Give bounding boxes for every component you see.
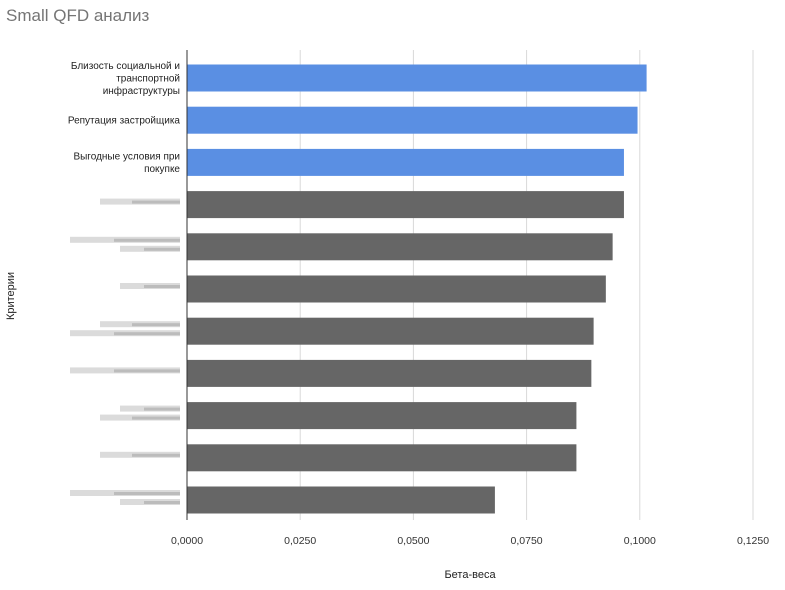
redacted-label xyxy=(100,198,180,205)
bar xyxy=(187,233,613,261)
bars xyxy=(187,64,647,514)
category-labels: Близость социальной и транспортной инфраст… xyxy=(68,61,181,505)
category-label: Репутация застройщика xyxy=(68,116,181,127)
redacted-label xyxy=(100,405,180,421)
bar xyxy=(187,486,495,514)
x-tick-labels: 0,0000 0,0250 0,0500 0,0750 0,1000 0,1250 xyxy=(171,535,769,547)
x-tick-label: 0,1000 xyxy=(624,535,656,547)
bar xyxy=(187,191,624,219)
bar xyxy=(187,275,606,303)
bar xyxy=(187,402,577,430)
redacted-label xyxy=(120,283,180,289)
x-tick-label: 0,1250 xyxy=(737,535,769,547)
bar xyxy=(187,444,577,472)
redacted-label xyxy=(70,367,180,374)
x-tick-label: 0,0750 xyxy=(511,535,543,547)
y-axis-title: Критерии xyxy=(5,272,17,320)
x-axis-title: Бета-веса xyxy=(444,569,496,581)
bar xyxy=(187,148,624,176)
bar xyxy=(187,359,592,387)
category-label: Выгодные условия при покупке xyxy=(73,152,180,176)
redacted-label xyxy=(70,321,180,337)
redacted-label xyxy=(70,490,180,505)
x-tick-label: 0,0250 xyxy=(284,535,316,547)
redacted-label xyxy=(70,236,180,252)
chart-title: Small QFD анализ xyxy=(6,6,150,25)
bar xyxy=(187,64,647,92)
x-tick-label: 0,0500 xyxy=(397,535,429,547)
bar xyxy=(187,317,594,345)
category-label: Близость социальной и транспортной инфраст… xyxy=(71,61,180,97)
redacted-label xyxy=(100,451,180,458)
x-tick-label: 0,0000 xyxy=(171,535,203,547)
bar xyxy=(187,106,638,134)
